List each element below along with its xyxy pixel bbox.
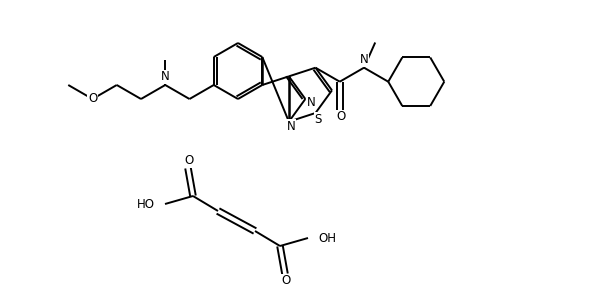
Text: S: S <box>314 113 322 126</box>
Text: O: O <box>184 154 194 168</box>
Text: N: N <box>161 71 170 84</box>
Text: N: N <box>306 96 315 109</box>
Text: HO: HO <box>137 197 155 210</box>
Text: O: O <box>281 275 291 287</box>
Text: N: N <box>287 120 295 133</box>
Text: O: O <box>336 110 345 123</box>
Text: N: N <box>359 53 368 66</box>
Text: O: O <box>88 93 97 105</box>
Text: OH: OH <box>318 231 336 244</box>
